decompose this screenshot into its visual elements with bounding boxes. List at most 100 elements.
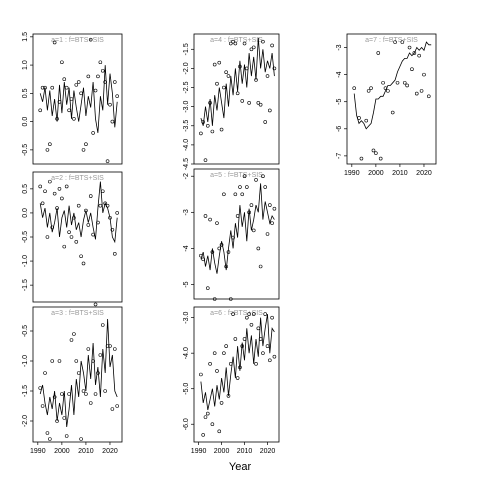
data-point	[208, 362, 212, 366]
data-point	[233, 41, 238, 46]
data-point	[201, 120, 205, 124]
data-point	[376, 51, 381, 55]
y-tick-label: -1.5	[22, 279, 29, 291]
data-point	[67, 230, 71, 234]
panel-label: a=5 : f=BTS+SIS	[210, 172, 263, 179]
data-point	[256, 246, 261, 251]
data-point	[93, 88, 98, 93]
data-point	[110, 407, 115, 411]
data-point	[272, 206, 277, 211]
data-point	[40, 201, 45, 206]
data-point	[240, 192, 245, 197]
data-point	[258, 264, 263, 269]
data-point	[242, 41, 247, 46]
x-tick-label: 2000	[214, 448, 230, 455]
data-point	[52, 40, 57, 45]
panel-1: -0.5 0.0 0.5 1.0 1.5 a=1 : f=BTS+SIS	[22, 32, 123, 165]
data-point	[86, 74, 91, 79]
data-point	[105, 344, 110, 348]
data-point	[105, 159, 110, 163]
data-point	[91, 232, 95, 237]
data-point	[233, 192, 238, 197]
data-point	[100, 68, 105, 73]
data-point	[81, 148, 86, 152]
data-point	[86, 223, 91, 227]
data-point	[115, 94, 119, 98]
y-tick-label: -0.5	[22, 325, 29, 337]
data-point	[235, 214, 240, 218]
data-point	[50, 85, 55, 90]
data-point	[215, 81, 219, 86]
data-point	[272, 66, 277, 71]
y-tick-label: -1.0	[22, 255, 29, 267]
data-point	[40, 85, 45, 90]
data-point	[57, 100, 62, 104]
data-point	[45, 235, 50, 239]
y-tick-label: -3	[183, 209, 190, 215]
data-point	[62, 416, 67, 420]
data-point	[219, 127, 224, 132]
panel-3: -2.0 -1.5 -1.0 -0.5 1990 2000 2010 2020 a=3 : f=…	[22, 306, 123, 455]
data-point	[55, 419, 59, 423]
fit-line	[200, 183, 275, 274]
plot-frame	[193, 168, 280, 300]
x-tick-label: 1990	[344, 170, 360, 177]
y-tick-label: -6.0	[183, 418, 190, 430]
data-point	[390, 110, 395, 115]
data-point	[38, 184, 43, 189]
data-point	[108, 215, 112, 220]
panel-6: -6.0 -5.0 -4.0 -3.0 1990 2000 2010 2020 a=6 : f=…	[183, 306, 280, 455]
data-point	[208, 101, 212, 105]
data-point	[69, 97, 74, 101]
data-point	[226, 250, 231, 254]
data-point	[258, 337, 263, 341]
data-point	[112, 80, 117, 84]
plot-frame	[32, 306, 123, 443]
y-tick-label: -1.5	[22, 385, 29, 397]
y-tick-label: -5.0	[183, 383, 190, 395]
panel-label: a=3 : f=BTS+SIS	[51, 310, 104, 317]
data-point	[38, 108, 43, 113]
data-point	[238, 64, 242, 69]
data-point	[105, 203, 110, 208]
data-point	[199, 253, 203, 258]
data-point	[40, 404, 45, 408]
data-point	[254, 178, 258, 182]
data-point	[210, 250, 215, 254]
data-point	[226, 74, 231, 78]
data-point	[249, 322, 254, 327]
data-point	[38, 386, 43, 390]
data-point	[238, 185, 242, 189]
data-point	[45, 148, 50, 152]
data-point	[203, 214, 208, 218]
data-point	[212, 62, 217, 67]
data-point	[249, 203, 254, 207]
data-point	[245, 66, 249, 71]
data-point	[233, 337, 238, 341]
panel-label: a=2 : f=BTS+SIS	[51, 175, 104, 182]
data-point	[84, 208, 88, 213]
y-tick-label: -0.5	[22, 144, 29, 156]
data-point	[67, 108, 71, 113]
data-point	[242, 337, 247, 341]
data-point	[419, 89, 424, 93]
x-tick-label: 2000	[54, 448, 70, 455]
data-point	[88, 37, 93, 42]
data-point	[381, 80, 385, 85]
data-point	[115, 211, 119, 215]
y-tick-label: -3	[336, 44, 343, 50]
y-tick-label: -6	[336, 126, 343, 132]
data-point	[210, 422, 215, 427]
data-point	[103, 80, 107, 84]
data-point	[76, 80, 81, 84]
data-point	[261, 39, 265, 44]
data-point	[115, 404, 119, 408]
x-tick-label: 2000	[368, 170, 384, 177]
data-point	[224, 264, 228, 269]
data-point	[208, 217, 212, 222]
data-point	[261, 351, 265, 355]
data-point	[64, 434, 69, 438]
data-point	[81, 389, 86, 393]
data-point	[98, 353, 103, 357]
y-tick-label: -1.0	[22, 355, 29, 367]
